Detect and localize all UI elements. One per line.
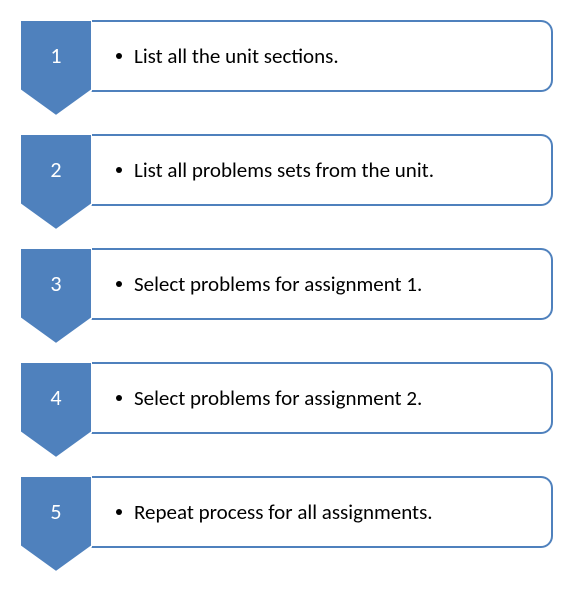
bullet-icon <box>116 281 122 287</box>
step-row: 3 Select problems for assignment 1. <box>20 248 553 344</box>
step-chevron: 1 <box>20 20 92 116</box>
step-chevron: 2 <box>20 134 92 230</box>
step-content-box: List all the unit sections. <box>90 20 553 92</box>
bullet-icon <box>116 395 122 401</box>
step-row: 4 Select problems for assignment 2. <box>20 362 553 458</box>
step-content-box: List all problems sets from the unit. <box>90 134 553 206</box>
step-content-box: Repeat process for all assignments. <box>90 476 553 548</box>
step-chevron: 5 <box>20 476 92 572</box>
step-row: 2 List all problems sets from the unit. <box>20 134 553 230</box>
bullet-icon <box>116 53 122 59</box>
step-text: List all problems sets from the unit. <box>134 157 434 183</box>
step-text: List all the unit sections. <box>134 43 339 69</box>
step-row: 1 List all the unit sections. <box>20 20 553 116</box>
step-text: Select problems for assignment 2. <box>134 385 422 411</box>
bullet-icon <box>116 167 122 173</box>
process-chevron-list: 1 List all the unit sections. 2 List all pr… <box>20 20 553 572</box>
step-text: Select problems for assignment 1. <box>134 271 422 297</box>
step-text: Repeat process for all assignments. <box>134 499 433 525</box>
step-row: 5 Repeat process for all assignments. <box>20 476 553 572</box>
step-content-box: Select problems for assignment 2. <box>90 362 553 434</box>
step-chevron: 4 <box>20 362 92 458</box>
bullet-icon <box>116 509 122 515</box>
step-content-box: Select problems for assignment 1. <box>90 248 553 320</box>
step-chevron: 3 <box>20 248 92 344</box>
